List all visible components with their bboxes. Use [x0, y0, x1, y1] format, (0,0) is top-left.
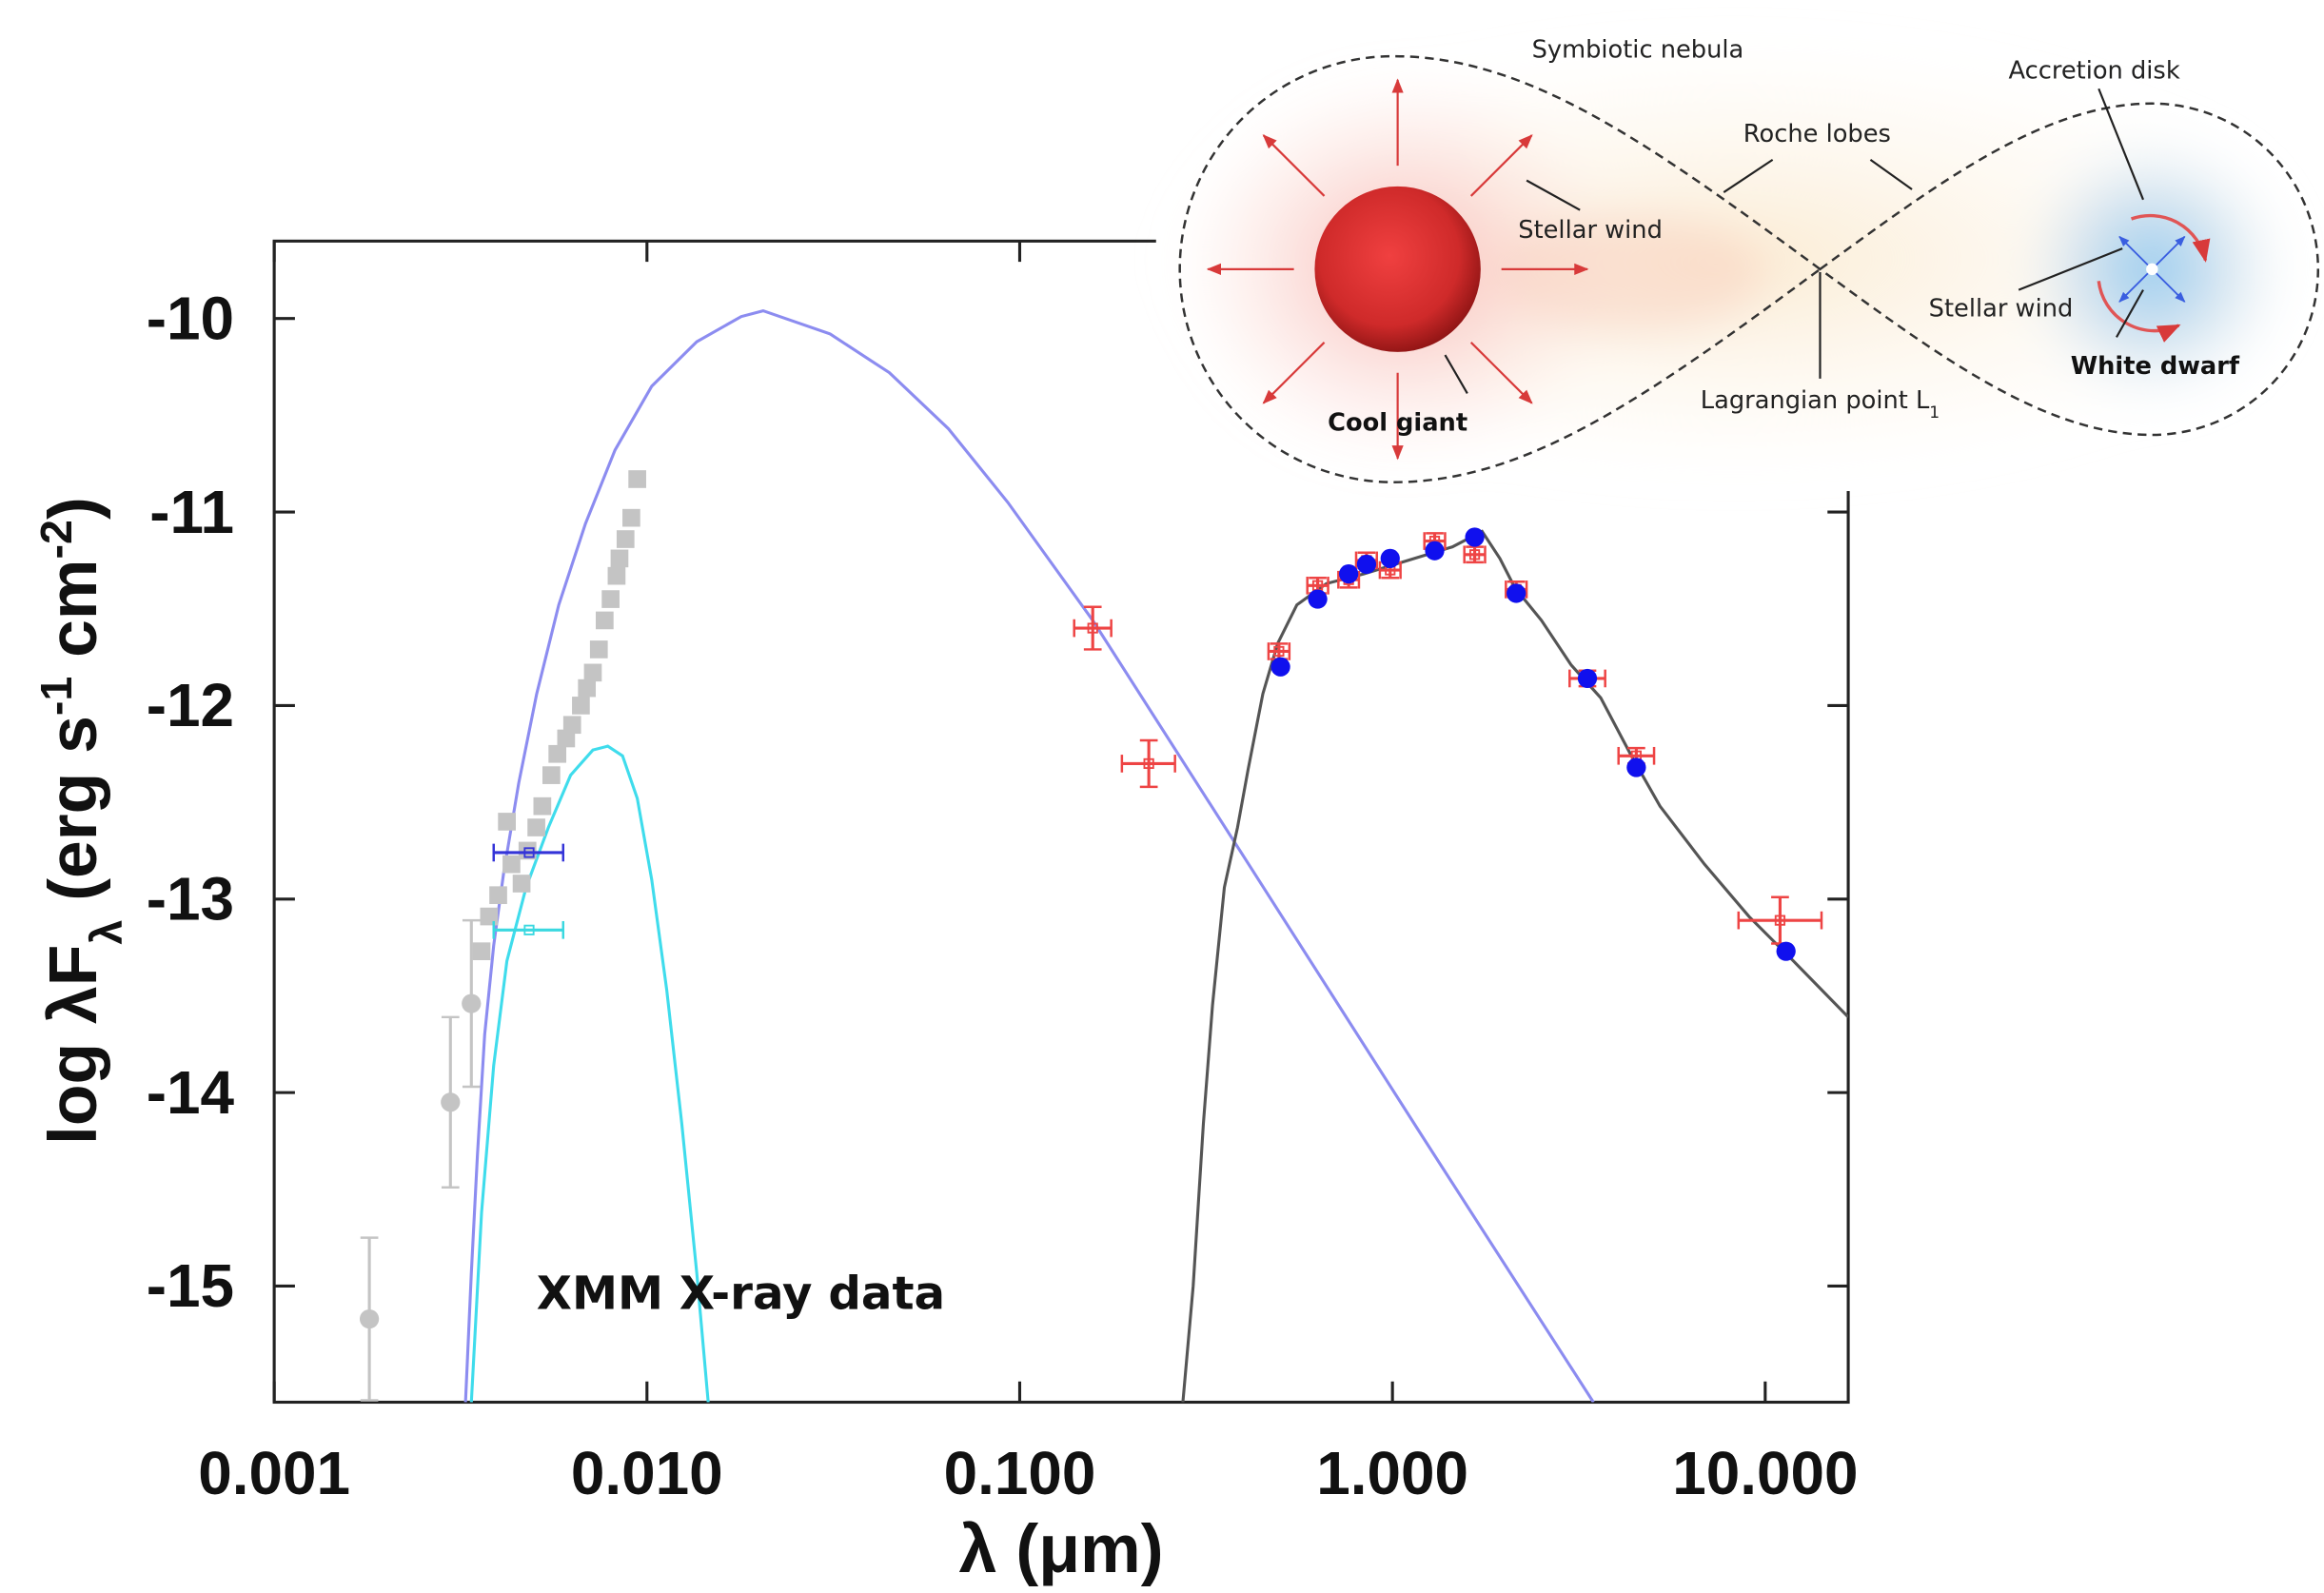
model-curve [463, 308, 1595, 1403]
x-axis-label: λ (μm) [959, 1511, 1164, 1587]
label-roche-lobes: Roche lobes [1743, 120, 1891, 148]
data-point [628, 470, 646, 488]
y-axis-label-part: -1 [31, 677, 81, 716]
axes-frame [272, 239, 1850, 1405]
data-point [595, 611, 614, 630]
data-point [1776, 941, 1796, 961]
y-tick-label: -13 [147, 865, 234, 934]
data-point [622, 508, 640, 527]
data-point [607, 566, 626, 585]
y-tick-label: -10 [147, 285, 234, 353]
data-point [462, 993, 482, 1013]
data-point [583, 663, 602, 682]
binary-diagram: Symbiotic nebula Accretion disk Roche lo… [1155, 0, 2324, 492]
y-tick-label: -15 [147, 1251, 234, 1320]
data-point [562, 716, 581, 735]
data-point [1308, 589, 1328, 609]
data-point [548, 744, 567, 763]
y-axis-label-part: -2 [31, 520, 81, 559]
wind-arrow [1469, 134, 1533, 197]
data-point [1273, 645, 1285, 658]
y-axis-label-part: λ [81, 920, 130, 945]
data-point [1465, 527, 1485, 547]
annotation: XMM X-ray data [537, 1268, 945, 1321]
data-point [1380, 548, 1400, 568]
y-axis-label-part: (erg s [35, 716, 111, 920]
y-tick-label: -11 [149, 478, 234, 546]
data-point [1577, 668, 1598, 689]
data-point [480, 907, 499, 926]
y-tick-label: -14 [147, 1058, 235, 1127]
data-point [502, 855, 521, 874]
data-point [533, 796, 552, 816]
data-point [472, 942, 491, 960]
data-point [1087, 622, 1098, 634]
x-tick-label: 0.010 [571, 1439, 723, 1507]
y-axis-label: log λFλ (erg s-1 cm-2) [31, 497, 130, 1145]
y-axis-label-part: log λF [35, 945, 111, 1145]
roche-lobe-giant [1178, 54, 1822, 483]
data-point [578, 678, 597, 698]
label-lagrangian-point: Lagrangian point L1 [1701, 386, 1940, 423]
data-point [1425, 541, 1445, 560]
x-tick-label: 1.000 [1316, 1439, 1468, 1507]
data-point [1774, 914, 1786, 926]
data-point [1339, 564, 1359, 584]
data-layer [359, 308, 1849, 1403]
data-point [610, 549, 629, 568]
cool-giant-star [1314, 186, 1481, 352]
data-point [1356, 554, 1377, 575]
model-curve [469, 744, 710, 1403]
data-point [359, 1308, 380, 1329]
label-accretion-disk: Accretion disk [2008, 56, 2179, 85]
label-symbiotic-nebula: Symbiotic nebula [1532, 36, 1744, 65]
label-cool-giant: Cool giant [1328, 408, 1467, 437]
label-text: Lagrangian point L [1701, 386, 1930, 415]
wind-arrow [1262, 134, 1326, 197]
label-stellar-wind: Stellar wind [1518, 216, 1663, 245]
data-point [542, 766, 561, 784]
label-subscript: 1 [1929, 403, 1940, 423]
data-point [441, 1092, 461, 1112]
y-axis-label-part: cm [35, 560, 111, 677]
data-point [589, 640, 608, 659]
y-tick-label: -12 [147, 671, 234, 739]
data-point [523, 924, 535, 935]
data-point [572, 697, 590, 715]
y-axis-label-part: ) [35, 497, 111, 520]
data-point [557, 729, 576, 748]
data-point [527, 818, 545, 836]
label-stellar-wind: Stellar wind [1929, 295, 2074, 324]
data-point [1626, 757, 1646, 777]
giant-wind-arrows [1206, 78, 1589, 461]
data-point [512, 875, 531, 893]
wind-arrow [1469, 342, 1533, 404]
data-point [518, 841, 537, 860]
accretion-disk [2097, 213, 2211, 343]
leader-lines [1444, 88, 2145, 394]
data-point [1143, 757, 1154, 770]
x-tick-label: 0.001 [198, 1439, 350, 1507]
x-tick-label: 0.100 [944, 1439, 1096, 1507]
data-point [498, 813, 516, 831]
data-point [489, 886, 507, 905]
data-point [1468, 549, 1481, 560]
roche-lobe-dwarf [1818, 102, 2320, 437]
data-point [616, 530, 635, 548]
data-point [601, 590, 620, 608]
data-point [523, 847, 535, 858]
label-white-dwarf: White dwarf [2071, 352, 2240, 381]
x-tick-label: 10.000 [1672, 1439, 1858, 1507]
data-point [1270, 657, 1290, 677]
wind-arrow [1262, 342, 1326, 404]
data-point [1507, 583, 1526, 603]
plot-area: 0.001 0.010 0.100 1.000 10.000 -15 -14 -13 -12 -1… [147, 239, 1858, 1507]
